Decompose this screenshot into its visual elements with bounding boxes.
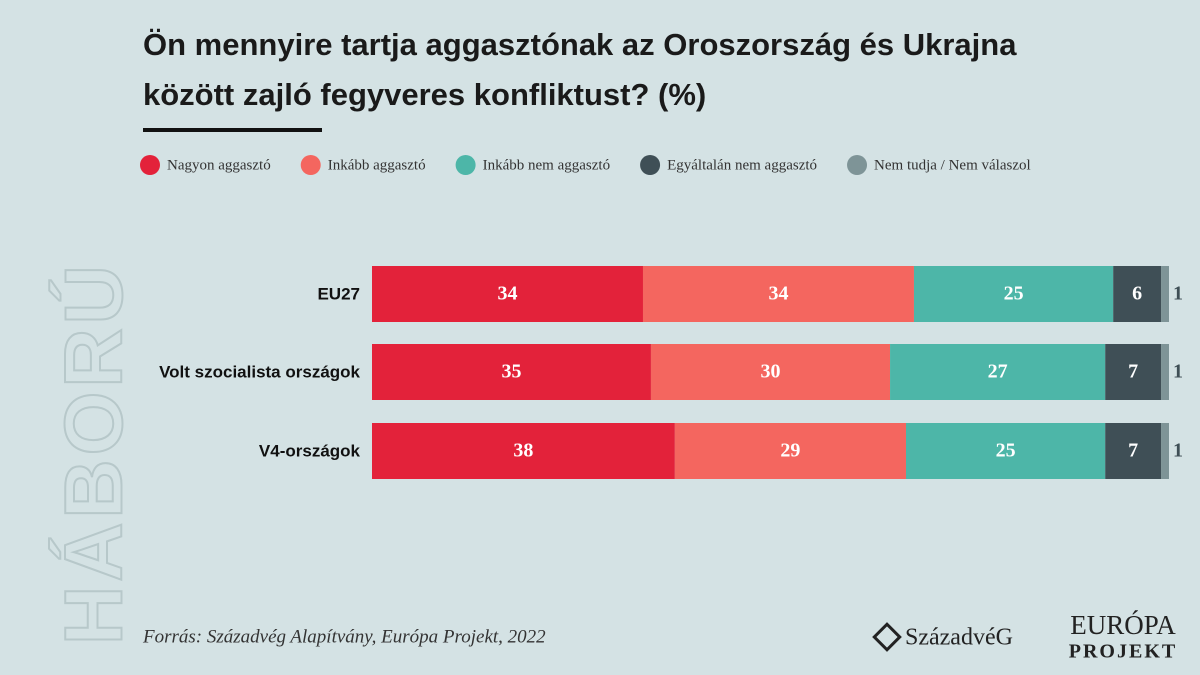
bar-segment: [1105, 344, 1162, 400]
bar-segment: [913, 266, 1114, 322]
legend-label: Egyáltalán nem aggasztó: [667, 157, 817, 173]
legend-marker: [640, 155, 661, 175]
bar-segment: [650, 344, 891, 400]
chart-title: között zajló fegyveres konfliktust? (%): [143, 77, 706, 112]
legend-label: Nagyon aggasztó: [167, 157, 271, 173]
category-label: V4-országok: [259, 441, 361, 460]
bar-segment: [1161, 344, 1169, 400]
bar-segment: [1113, 266, 1162, 322]
value-label: 27: [988, 361, 1008, 383]
logo-icon: [872, 622, 902, 652]
value-label: 7: [1128, 440, 1138, 462]
legend-marker: [140, 155, 160, 175]
logo-text: PROJEKT: [1069, 641, 1177, 663]
value-label: 38: [513, 440, 533, 462]
logo-text: SzázadvéG: [905, 625, 1013, 651]
source: Forrás: Századvég Alapítvány, Európa Pro…: [142, 626, 546, 647]
value-label: 7: [1128, 361, 1138, 383]
bar-segment: [905, 423, 1106, 479]
value-label: 25: [996, 440, 1016, 462]
bar-segment: [1161, 266, 1169, 322]
logo-text: EURÓPA: [1070, 610, 1176, 640]
bar-segment: [1161, 423, 1169, 479]
title-underline: [143, 128, 322, 132]
value-label: 34: [768, 283, 788, 305]
legend-label: Inkább aggasztó: [328, 157, 426, 173]
legend-marker: [300, 155, 321, 175]
chart-title: Ön mennyire tartja aggasztónak az Oroszo…: [143, 27, 1017, 62]
value-label: 29: [780, 440, 800, 462]
value-label: 35: [501, 361, 521, 383]
bar-segment: [1105, 423, 1162, 479]
value-label: 1: [1173, 283, 1183, 305]
logo-szazadveg: SzázadvéG: [872, 622, 1013, 652]
value-label: 1: [1173, 440, 1183, 462]
bar-segment: [890, 344, 1106, 400]
legend-marker: [455, 155, 476, 175]
value-label: 30: [761, 361, 781, 383]
legend-label: Nem tudja / Nem válaszol: [874, 157, 1031, 173]
value-label: 6: [1132, 283, 1142, 305]
bar-segment: [372, 344, 651, 400]
value-label: 34: [497, 283, 517, 305]
value-label: 1: [1173, 361, 1183, 383]
value-label: 25: [1004, 283, 1024, 305]
legend-marker: [847, 155, 868, 175]
bar-segment: [372, 423, 675, 479]
side-label: HÁBORÚ: [49, 261, 140, 645]
bar-segment: [372, 266, 643, 322]
category-label: Volt szocialista országok: [159, 362, 360, 381]
bar-segment: [674, 423, 906, 479]
legend-label: Inkább nem aggasztó: [483, 157, 610, 173]
bar-segment: [642, 266, 914, 322]
category-label: EU27: [317, 284, 360, 303]
